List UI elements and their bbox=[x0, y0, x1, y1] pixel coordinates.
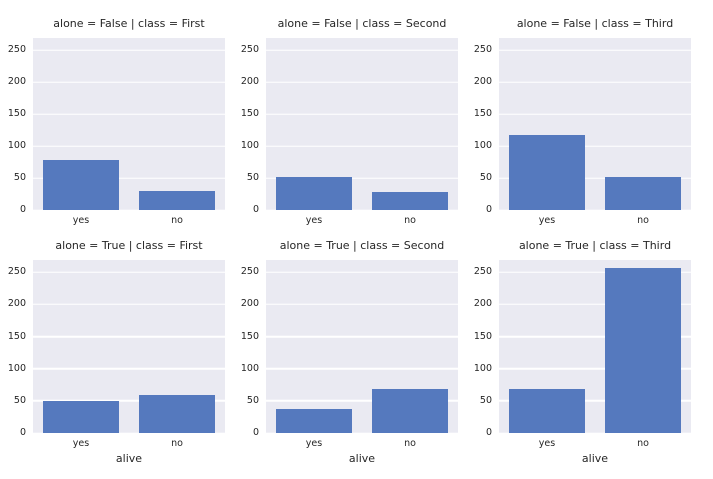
subplot-title: alone = False | class = Third bbox=[516, 17, 674, 30]
gridline bbox=[266, 335, 458, 338]
x-tick-label: yes bbox=[72, 438, 90, 449]
x-tick-label: no bbox=[404, 215, 416, 226]
bar-no bbox=[604, 268, 682, 433]
gridline bbox=[33, 303, 225, 306]
gridline bbox=[33, 367, 225, 370]
bar-yes bbox=[275, 177, 353, 210]
x-tick-label: yes bbox=[305, 438, 323, 449]
x-axis-label: alive bbox=[348, 452, 376, 465]
bar-no bbox=[371, 388, 449, 433]
gridline bbox=[266, 271, 458, 273]
subplot-title: alone = False | class = Second bbox=[277, 17, 447, 30]
gridline bbox=[499, 145, 691, 147]
gridline bbox=[499, 177, 691, 179]
subplot-title: alone = True | class = Second bbox=[279, 239, 445, 252]
subplot-1-axes: alone = False | class = Second 0 50 100 150 2… bbox=[241, 17, 458, 226]
subplot-2-axes: alone = False | class = Third 0 50 100 150 20… bbox=[474, 17, 691, 226]
gridline bbox=[499, 113, 691, 115]
gridline bbox=[33, 113, 225, 115]
bar-no bbox=[604, 177, 682, 210]
x-tick-label: yes bbox=[305, 215, 323, 226]
x-axis-label: alive bbox=[581, 452, 609, 465]
bar-no bbox=[138, 395, 216, 433]
bar-no bbox=[138, 191, 216, 210]
gridline bbox=[499, 271, 691, 273]
subplot-title: alone = True | class = Third bbox=[518, 239, 672, 252]
subplot-title: alone = True | class = First bbox=[55, 239, 203, 252]
gridline bbox=[33, 145, 225, 147]
gridline bbox=[499, 209, 691, 211]
x-tick-label: no bbox=[171, 438, 183, 449]
gridline bbox=[266, 49, 458, 51]
bar-yes bbox=[42, 160, 120, 210]
gridline bbox=[499, 303, 691, 306]
x-tick-label: no bbox=[637, 438, 649, 449]
gridline bbox=[499, 335, 691, 338]
gridline bbox=[266, 177, 458, 179]
bar-yes bbox=[508, 135, 586, 210]
subplot-title: alone = False | class = First bbox=[53, 17, 205, 30]
bar-yes bbox=[508, 388, 586, 433]
gridline bbox=[266, 81, 458, 83]
gridline bbox=[266, 432, 458, 434]
gridline bbox=[33, 400, 225, 402]
gridline bbox=[33, 49, 225, 51]
subplot-3-axes: alone = True | class = First 0 50 100 150 200… bbox=[8, 239, 225, 465]
x-tick-label: yes bbox=[538, 215, 556, 226]
gridline bbox=[266, 145, 458, 147]
gridline bbox=[499, 81, 691, 83]
gridline bbox=[499, 400, 691, 402]
gridline bbox=[33, 335, 225, 338]
x-tick-label: no bbox=[404, 438, 416, 449]
subplot-4-axes: alone = True | class = Second 0 50 100 150 20… bbox=[241, 239, 458, 465]
x-tick-label: no bbox=[171, 215, 183, 226]
subplot-5-axes: alone = True | class = Third 0 50 100 150 200… bbox=[474, 239, 691, 465]
x-tick-label: no bbox=[637, 215, 649, 226]
gridline bbox=[33, 209, 225, 211]
subplot-0-axes: alone = False | class = First 0 50 100 150 20… bbox=[8, 17, 225, 226]
bar-yes bbox=[42, 400, 120, 433]
gridline bbox=[499, 49, 691, 51]
gridline bbox=[266, 209, 458, 211]
gridline bbox=[33, 432, 225, 434]
bar-no bbox=[371, 192, 449, 210]
gridline bbox=[266, 303, 458, 306]
gridline bbox=[266, 113, 458, 115]
gridline bbox=[33, 81, 225, 83]
x-axis-label: alive bbox=[115, 452, 143, 465]
gridline bbox=[499, 367, 691, 370]
x-tick-label: yes bbox=[538, 438, 556, 449]
gridline bbox=[33, 271, 225, 273]
gridline bbox=[499, 432, 691, 434]
gridline bbox=[33, 177, 225, 179]
x-tick-label: yes bbox=[72, 215, 90, 226]
gridline bbox=[266, 367, 458, 370]
gridline bbox=[266, 400, 458, 402]
bar-yes bbox=[275, 409, 353, 433]
